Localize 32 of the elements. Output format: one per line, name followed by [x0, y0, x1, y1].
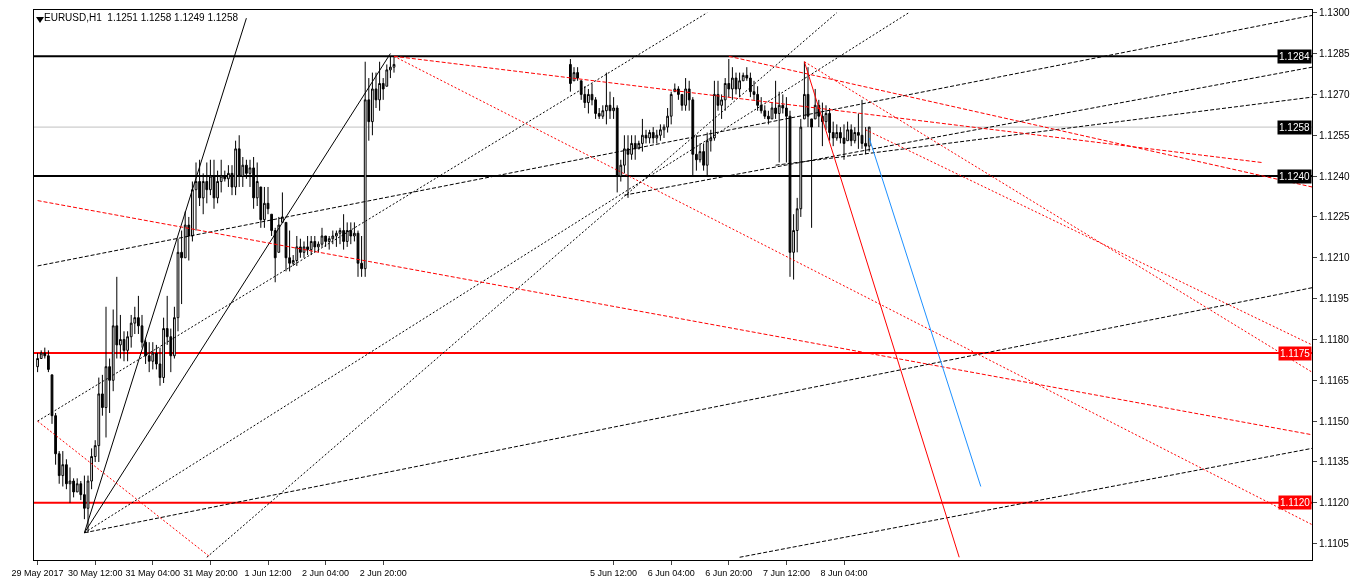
x-tick-label: 29 May 2017	[11, 567, 64, 578]
x-tick-label: 6 Jun 04:00	[647, 567, 695, 578]
x-tick-label: 31 May 20:00	[183, 567, 238, 578]
y-tick-label: 1.1135	[1319, 456, 1350, 468]
y-tick-label: 1.1105	[1319, 538, 1350, 550]
ref-line-label: 1.1284	[1279, 51, 1311, 62]
y-tick-label: 1.1285	[1319, 48, 1351, 60]
x-tick-label: 2 Jun 20:00	[359, 567, 407, 578]
x-tick-label: 31 May 04:00	[125, 567, 181, 578]
ref-line-label: 1.1175	[1280, 348, 1311, 359]
chart-title: EURUSD,H1 1.1251 1.1258 1.1249 1.1258	[44, 12, 239, 23]
y-tick-label: 1.1210	[1319, 252, 1351, 264]
x-tick-label: 1 Jun 12:00	[244, 567, 292, 578]
x-tick-label: 2 Jun 04:00	[302, 567, 350, 578]
y-tick-label: 1.1150	[1319, 415, 1350, 427]
y-tick-label: 1.1240	[1319, 170, 1351, 182]
y-tick-label: 1.1270	[1319, 88, 1351, 100]
x-tick-label: 5 Jun 12:00	[590, 567, 638, 578]
ref-line-label: 1.1120	[1280, 497, 1311, 508]
x-tick-label: 8 Jun 04:00	[820, 567, 868, 578]
y-tick-label: 1.1120	[1319, 497, 1350, 509]
x-tick-label: 7 Jun 12:00	[762, 567, 810, 578]
y-tick-label: 1.1225	[1319, 211, 1351, 223]
y-tick-label: 1.1300	[1319, 7, 1351, 19]
ref-line-label: 1.1258	[1279, 122, 1311, 133]
x-tick-label: 6 Jun 20:00	[705, 567, 753, 578]
ref-line-label: 1.1240	[1279, 171, 1311, 182]
x-tick-label: 30 May 12:00	[67, 567, 123, 578]
y-tick-label: 1.1165	[1319, 374, 1350, 386]
y-tick-label: 1.1195	[1319, 293, 1350, 305]
y-tick-label: 1.1180	[1319, 333, 1350, 345]
y-tick-label: 1.1255	[1319, 129, 1351, 141]
